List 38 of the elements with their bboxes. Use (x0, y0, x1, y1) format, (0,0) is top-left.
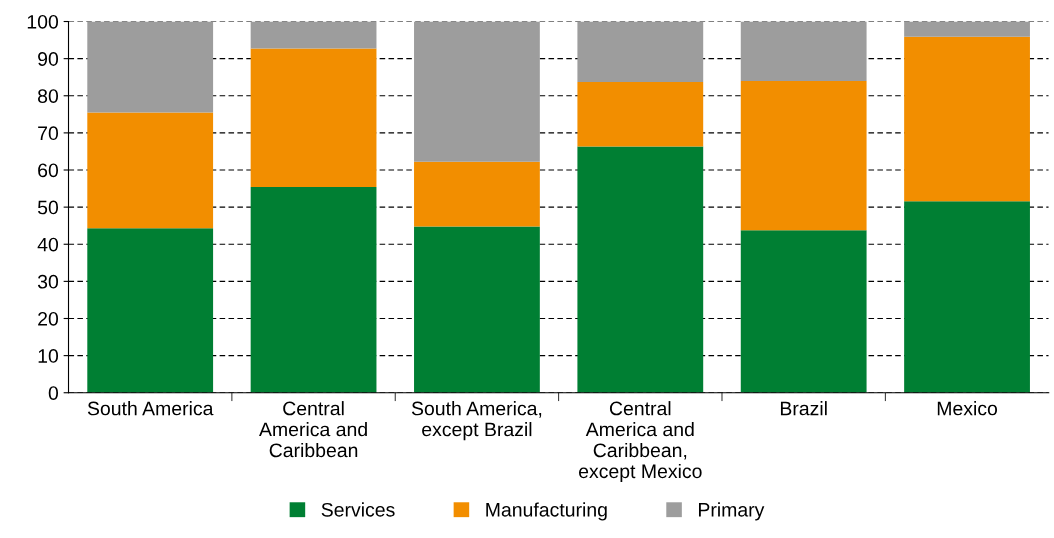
x-tick-label: South America (87, 401, 214, 416)
y-tick-label: 40 (37, 237, 59, 252)
bar (740, 230, 867, 393)
x-tick-label: Central America and Caribbean (259, 401, 367, 458)
bar (87, 112, 214, 229)
y-tick-label: 10 (38, 349, 59, 363)
legend-label: Services (321, 502, 395, 517)
bar (577, 21, 704, 83)
bar (250, 48, 377, 188)
bar (740, 80, 867, 231)
bar (87, 228, 214, 393)
x-tick-label: Brazil (780, 401, 827, 416)
y-tick-label: 30 (37, 274, 59, 289)
legend-label: Manufacturing (486, 502, 607, 521)
y-tick-label: 60 (38, 163, 59, 178)
y-tick-label: 0 (48, 386, 59, 400)
y-tick-label: 70 (38, 126, 59, 141)
bar (904, 36, 1030, 202)
x-tick-label: South America, except Brazil (411, 401, 542, 441)
bar (414, 21, 540, 162)
x-tick-label: Mexico (937, 401, 998, 416)
y-tick-label: 50 (37, 200, 59, 215)
bar (87, 21, 214, 113)
legend-label: Primary (698, 502, 765, 521)
bar (577, 146, 704, 393)
bar (414, 226, 540, 393)
bar (740, 21, 867, 81)
y-tick-label: 90 (38, 52, 59, 66)
bar (250, 21, 377, 49)
x-tick-label: Central America and Caribbean, except Mexico (578, 401, 702, 483)
y-tick-label: 20 (38, 311, 59, 326)
y-tick-label: 80 (38, 89, 59, 103)
bar (250, 187, 377, 393)
bar (904, 21, 1030, 37)
bar (414, 161, 540, 227)
bar (577, 82, 704, 147)
y-tick-label: 100 (27, 14, 59, 29)
bar (904, 201, 1030, 393)
